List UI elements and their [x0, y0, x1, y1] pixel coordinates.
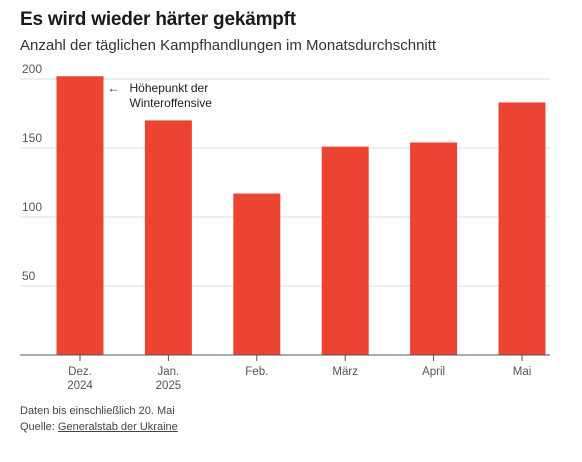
source-link[interactable]: Generalstab der Ukraine [57, 421, 178, 433]
bar [233, 193, 281, 355]
annotation-text: Höhepunkt der [130, 81, 209, 95]
x-axis-ticks: Dez. 2024 Jan. 2025 Feb. März April Mai [67, 355, 531, 392]
x-tick-label: März [332, 366, 358, 378]
x-tick-label: Mai [513, 366, 532, 378]
x-tick-label: Jan. [158, 366, 180, 378]
annotation-text: Winteroffensive [130, 96, 213, 110]
chart-subtitle: Anzahl der täglichen Kampfhandlungen im … [20, 37, 437, 54]
footer: Daten bis einschließlich 20. Mai Quelle:… [20, 403, 178, 435]
bar [56, 76, 104, 356]
x-tick-label: Dez. [68, 366, 92, 378]
y-tick-label: 100 [22, 200, 42, 214]
chart-title: Es wird wieder härter gekämpft [20, 9, 296, 30]
bars [56, 76, 546, 356]
x-tick-label: Feb. [245, 366, 268, 378]
bar [498, 102, 546, 356]
source-line: Quelle: Generalstab der Ukraine [20, 419, 178, 435]
bar [321, 146, 369, 355]
x-tick-label: 2025 [156, 380, 182, 392]
bar-chart: 50 100 150 200 Dez. 2024 Jan. 2025 Feb. März Apri… [20, 62, 550, 392]
y-tick-label: 200 [22, 62, 42, 76]
data-note: Daten bis einschließlich 20. Mai [20, 405, 175, 417]
y-tick-label: 50 [22, 269, 36, 283]
annotation-arrow: ← [108, 81, 120, 95]
y-axis-ticks: 50 100 150 200 [22, 62, 42, 283]
gridlines [20, 78, 550, 287]
bar [410, 142, 458, 355]
x-tick-label: April [422, 366, 445, 378]
y-tick-label: 150 [22, 131, 42, 145]
bar [144, 120, 192, 356]
x-tick-label: 2024 [67, 380, 93, 392]
source-prefix: Quelle: [20, 421, 58, 433]
